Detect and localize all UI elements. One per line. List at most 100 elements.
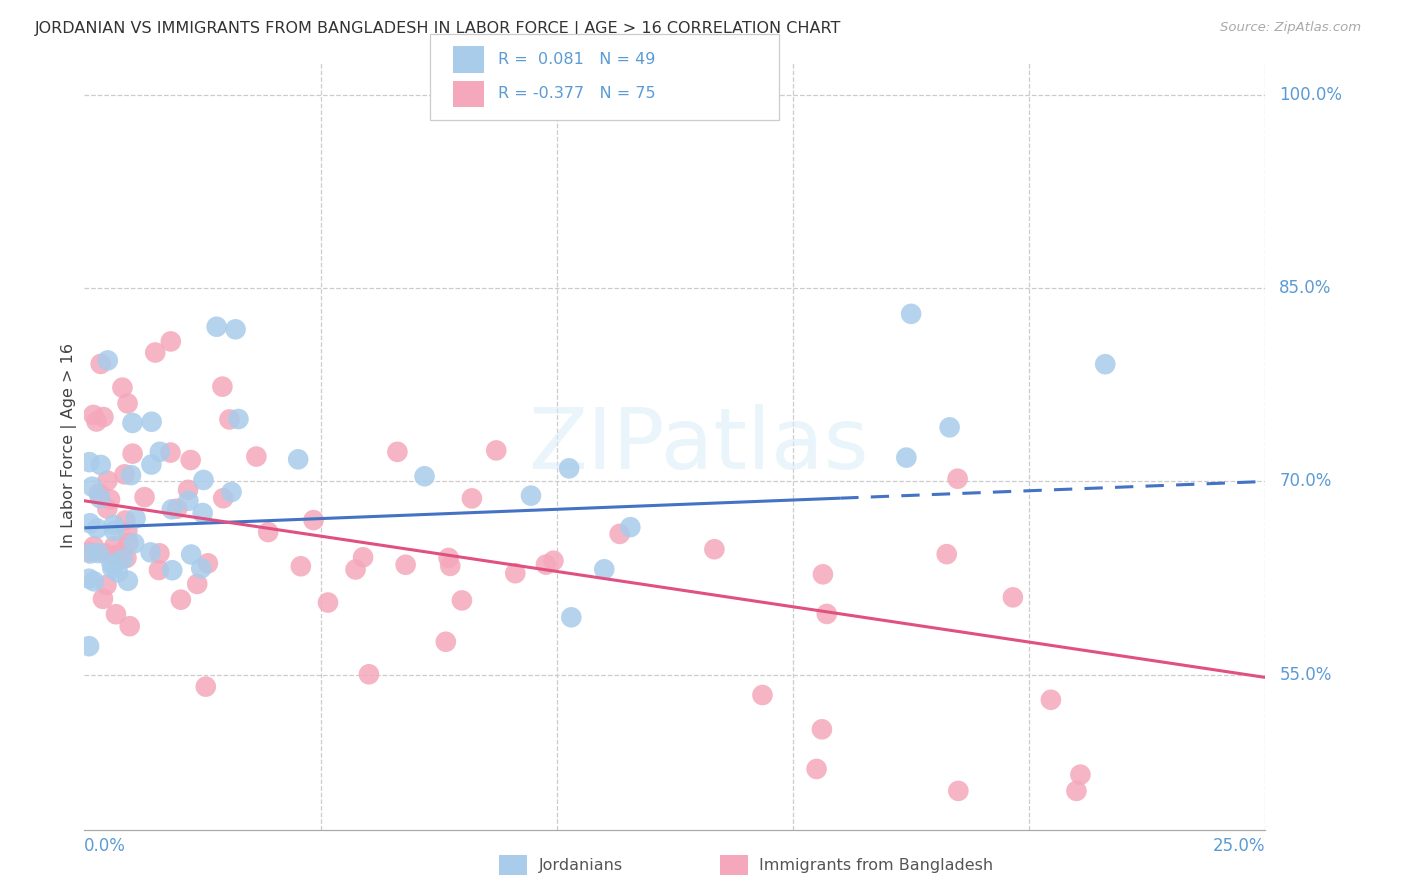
Point xyxy=(177,493,200,508)
Text: 85.0%: 85.0% xyxy=(1279,279,1331,297)
Text: 25.0%: 25.0% xyxy=(1213,838,1265,855)
Point xyxy=(451,593,474,607)
Point xyxy=(114,513,136,527)
Point xyxy=(148,563,170,577)
Point xyxy=(558,461,581,475)
Point xyxy=(543,554,565,568)
Point xyxy=(77,572,100,586)
Point xyxy=(946,472,969,486)
Point xyxy=(503,566,526,581)
Point xyxy=(166,501,188,516)
Point xyxy=(124,511,146,525)
Point xyxy=(194,680,217,694)
Point xyxy=(387,445,409,459)
Point xyxy=(434,634,457,648)
Point xyxy=(703,542,725,557)
Point xyxy=(83,539,105,553)
Point xyxy=(218,412,240,426)
Point xyxy=(357,667,380,681)
Point xyxy=(103,524,125,538)
Point xyxy=(93,410,115,425)
Point xyxy=(811,723,834,737)
Point xyxy=(896,450,918,465)
Point xyxy=(141,458,163,472)
Point xyxy=(560,610,582,624)
Point xyxy=(121,447,143,461)
Point xyxy=(245,450,267,464)
Point xyxy=(1069,767,1091,781)
Text: 55.0%: 55.0% xyxy=(1279,665,1331,684)
Point xyxy=(413,469,436,483)
Point xyxy=(186,577,208,591)
Point xyxy=(104,607,127,622)
Point xyxy=(1039,693,1062,707)
Text: 100.0%: 100.0% xyxy=(1279,86,1343,103)
Point xyxy=(143,345,166,359)
Point xyxy=(159,334,181,349)
Point xyxy=(316,595,339,609)
Point xyxy=(148,546,170,560)
Point xyxy=(900,307,922,321)
Point xyxy=(1094,357,1116,371)
Point xyxy=(160,502,183,516)
Point xyxy=(89,491,111,506)
Point xyxy=(82,408,104,422)
Point xyxy=(344,562,367,576)
Point xyxy=(87,546,110,560)
Point xyxy=(134,490,156,504)
Point xyxy=(485,443,508,458)
Point xyxy=(82,480,104,494)
Point xyxy=(121,416,143,430)
Point xyxy=(111,552,134,566)
Point xyxy=(352,550,374,565)
Point xyxy=(1001,591,1024,605)
Point xyxy=(162,563,184,577)
Point xyxy=(609,527,631,541)
Point xyxy=(86,521,108,535)
Point xyxy=(118,619,141,633)
Point xyxy=(948,784,970,798)
Point xyxy=(96,501,118,516)
Point xyxy=(117,396,139,410)
Point xyxy=(935,547,957,561)
Point xyxy=(86,415,108,429)
Point xyxy=(205,319,228,334)
Point xyxy=(149,444,172,458)
Point xyxy=(107,566,129,580)
Point xyxy=(287,452,309,467)
Point xyxy=(437,550,460,565)
Point xyxy=(103,518,125,533)
Point xyxy=(593,562,616,576)
Point xyxy=(79,516,101,531)
Point xyxy=(114,467,136,482)
Point xyxy=(520,489,543,503)
Point xyxy=(103,539,125,553)
Text: R = -0.377   N = 75: R = -0.377 N = 75 xyxy=(498,87,655,102)
Point xyxy=(111,545,134,559)
Point xyxy=(170,592,193,607)
Point xyxy=(461,491,484,506)
Point xyxy=(177,483,200,497)
Point xyxy=(439,558,461,573)
Point xyxy=(141,415,163,429)
Point xyxy=(122,536,145,550)
Point xyxy=(97,353,120,368)
Point xyxy=(806,762,828,776)
Point xyxy=(87,486,110,500)
Text: 0.0%: 0.0% xyxy=(84,838,127,855)
Point xyxy=(191,506,214,520)
Point xyxy=(395,558,418,572)
Point xyxy=(193,473,215,487)
Point xyxy=(221,485,243,500)
Point xyxy=(111,381,134,395)
Point xyxy=(91,591,114,606)
Point xyxy=(117,524,139,538)
Point xyxy=(1066,784,1088,798)
Point xyxy=(212,491,235,506)
Point xyxy=(811,567,834,582)
Point xyxy=(100,557,122,571)
Point xyxy=(103,549,125,563)
Point xyxy=(228,412,250,426)
Point xyxy=(302,513,325,527)
Point xyxy=(225,322,247,336)
